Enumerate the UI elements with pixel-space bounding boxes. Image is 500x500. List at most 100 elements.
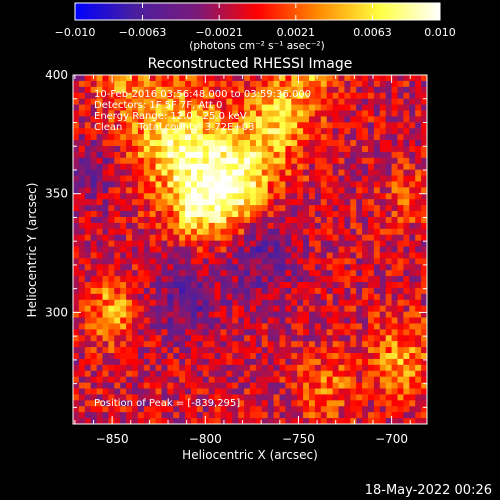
- heatmap-cell: [409, 128, 416, 135]
- heatmap-cell: [191, 205, 198, 212]
- colorbar-segment: [321, 3, 325, 20]
- heatmap-cell: [96, 258, 103, 265]
- heatmap-cell: [250, 75, 257, 82]
- heatmap-cell: [161, 406, 168, 413]
- heatmap-cell: [344, 341, 351, 348]
- heatmap-cell: [137, 216, 145, 224]
- heatmap-cell: [373, 234, 381, 242]
- heatmap-cell: [314, 128, 322, 135]
- heatmap-cell: [326, 376, 333, 383]
- heatmap-cell: [397, 258, 404, 265]
- heatmap-cell: [155, 104, 162, 111]
- heatmap-cell: [409, 98, 416, 105]
- heatmap-cell: [90, 80, 97, 88]
- heatmap-cell: [320, 418, 328, 425]
- heatmap-cell: [214, 341, 221, 348]
- heatmap-cell: [185, 110, 192, 117]
- heatmap-cell: [362, 228, 369, 236]
- heatmap-cell: [220, 151, 227, 159]
- heatmap-cell: [120, 175, 127, 182]
- heatmap-cell: [78, 376, 86, 383]
- heatmap-cell: [73, 193, 80, 200]
- heatmap-cell: [238, 187, 245, 194]
- heatmap-cell: [226, 329, 233, 336]
- heatmap-cell: [96, 193, 103, 200]
- heatmap-cell: [326, 140, 333, 147]
- heatmap-cell: [397, 205, 404, 212]
- heatmap-cell: [137, 276, 145, 283]
- heatmap-cell: [297, 388, 304, 395]
- heatmap-cell: [238, 193, 245, 200]
- heatmap-cell: [397, 376, 404, 383]
- heatmap-cell: [326, 110, 333, 117]
- heatmap-cell: [344, 299, 351, 307]
- heatmap-cell: [126, 216, 133, 224]
- heatmap-cell: [368, 134, 375, 141]
- heatmap-cell: [285, 341, 292, 348]
- heatmap-cell: [90, 317, 97, 324]
- heatmap-cell: [191, 358, 198, 366]
- heatmap-cell: [385, 388, 392, 395]
- heatmap-cell: [350, 240, 357, 247]
- heatmap-cell: [250, 205, 257, 212]
- heatmap-cell: [397, 122, 404, 129]
- heatmap-cell: [214, 258, 221, 265]
- heatmap-cell: [368, 382, 375, 389]
- heatmap-cell: [114, 157, 121, 165]
- heatmap-cell: [285, 287, 292, 295]
- heatmap-cell: [214, 157, 221, 165]
- colorbar-segment: [290, 3, 295, 20]
- heatmap-cell: [114, 394, 121, 401]
- heatmap-cell: [137, 270, 145, 277]
- heatmap-cell: [368, 211, 375, 218]
- heatmap-cell: [362, 163, 369, 171]
- heatmap-cell: [208, 412, 215, 419]
- heatmap-cell: [244, 92, 251, 100]
- heatmap-cell: [84, 258, 92, 265]
- heatmap-cell: [409, 216, 416, 224]
- heatmap-cell: [297, 382, 304, 389]
- heatmap-cell: [179, 287, 186, 295]
- heatmap-cell: [397, 299, 404, 307]
- heatmap-cell: [214, 287, 221, 295]
- heatmap-cell: [285, 252, 292, 259]
- heatmap-cell: [132, 86, 139, 94]
- heatmap-cell: [415, 299, 422, 307]
- heatmap-cell: [179, 104, 186, 111]
- heatmap-cell: [303, 347, 310, 354]
- heatmap-cell: [78, 86, 86, 94]
- heatmap-cell: [273, 317, 280, 324]
- heatmap-cell: [244, 175, 251, 182]
- heatmap-cell: [309, 264, 316, 271]
- heatmap-cell: [232, 400, 239, 407]
- colorbar-segment: [324, 3, 328, 20]
- heatmap-cell: [114, 335, 121, 342]
- heatmap-cell: [279, 80, 286, 88]
- heatmap-cell: [102, 128, 109, 135]
- heatmap-cell: [149, 199, 156, 206]
- heatmap-cell: [78, 216, 86, 224]
- heatmap-cell: [149, 394, 156, 401]
- heatmap-cell: [90, 98, 97, 105]
- heatmap-cell: [326, 246, 333, 253]
- heatmap-cell: [297, 75, 304, 82]
- heatmap-cell: [244, 187, 251, 194]
- heatmap-cell: [421, 134, 428, 141]
- heatmap-cell: [391, 157, 398, 165]
- heatmap-cell: [191, 299, 198, 307]
- heatmap-cell: [244, 193, 251, 200]
- heatmap-cell: [385, 92, 392, 100]
- heatmap-cell: [108, 412, 115, 419]
- heatmap-cell: [114, 104, 121, 111]
- heatmap-cell: [332, 394, 339, 401]
- heatmap-cell: [391, 104, 398, 111]
- heatmap-cell: [309, 382, 316, 389]
- heatmap-cell: [102, 347, 109, 354]
- heatmap-cell: [344, 116, 351, 123]
- heatmap-cell: [73, 246, 80, 253]
- heatmap-cell: [314, 234, 322, 242]
- heatmap-cell: [385, 151, 392, 159]
- heatmap-cell: [415, 258, 422, 265]
- heatmap-cell: [114, 80, 121, 88]
- heatmap-cell: [238, 382, 245, 389]
